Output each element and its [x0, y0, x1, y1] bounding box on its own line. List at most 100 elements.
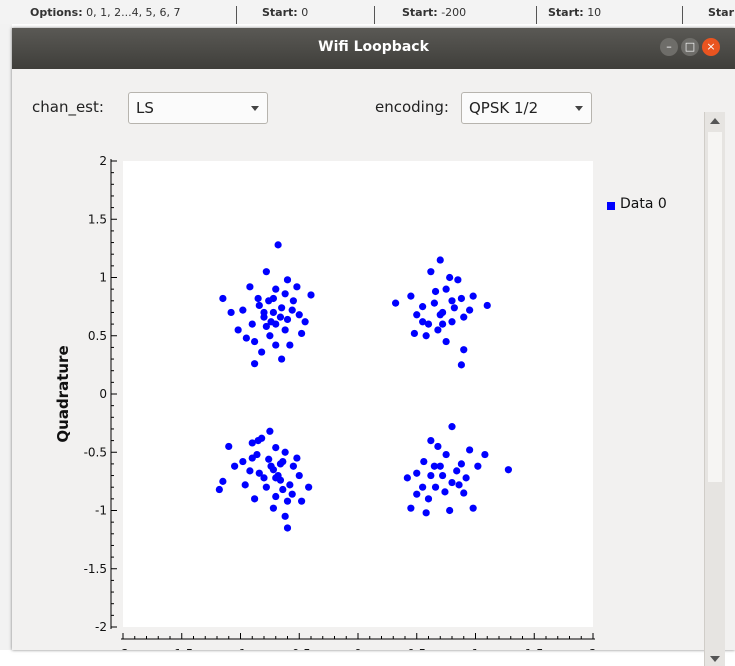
data-point	[272, 474, 280, 482]
encoding-value: QPSK 1/2	[469, 99, 539, 117]
data-point	[281, 448, 289, 456]
background-start-cell: Start: 0	[262, 6, 309, 19]
scroll-up-icon[interactable]	[710, 118, 720, 124]
data-point	[448, 423, 456, 431]
background-sidebar	[0, 24, 12, 650]
data-point	[266, 332, 274, 340]
x-tick-label: 2	[589, 647, 597, 650]
data-point	[420, 457, 428, 466]
scrollbar-trough[interactable]	[708, 132, 722, 482]
data-point	[448, 478, 456, 487]
data-point	[269, 294, 277, 303]
data-point	[504, 466, 512, 474]
data-point	[283, 497, 292, 505]
data-point	[253, 450, 261, 459]
data-point	[254, 294, 262, 303]
data-point	[258, 434, 266, 442]
data-point	[293, 454, 301, 462]
background-separator	[374, 6, 375, 24]
x-tick-label: 0	[354, 647, 362, 650]
data-point	[466, 306, 474, 314]
data-point	[272, 492, 280, 501]
y-tick-label: 1	[99, 271, 107, 285]
data-point	[242, 334, 250, 342]
data-point	[234, 326, 242, 334]
data-point	[442, 285, 450, 293]
encoding-dropdown[interactable]: QPSK 1/2	[461, 92, 592, 124]
data-point	[403, 474, 411, 482]
vertical-scrollbar[interactable]	[704, 112, 725, 666]
data-point	[272, 443, 280, 452]
y-tick-label: 2	[99, 154, 107, 168]
data-point	[283, 524, 292, 532]
data-point	[424, 495, 433, 503]
data-point	[448, 318, 456, 326]
data-point	[255, 469, 263, 477]
data-point	[260, 474, 268, 482]
data-point	[281, 290, 289, 298]
data-point	[436, 462, 444, 470]
data-point	[251, 360, 259, 368]
data-point	[307, 291, 315, 299]
chan-est-label: chan_est:	[32, 98, 104, 116]
data-point	[454, 276, 462, 284]
data-point	[441, 488, 449, 496]
data-point	[246, 467, 254, 475]
chan-est-dropdown[interactable]: LS	[128, 92, 268, 124]
background-separator	[236, 6, 237, 24]
data-point	[457, 294, 465, 303]
window-content: chan_est: LS encoding: QPSK 1/2 Data 0 2…	[12, 69, 735, 666]
data-point	[266, 427, 274, 435]
data-point	[298, 497, 306, 505]
data-point	[225, 442, 233, 451]
data-point	[298, 329, 306, 338]
maximize-button[interactable]: □	[681, 38, 699, 56]
data-point	[448, 297, 456, 305]
encoding-label: encoding:	[375, 98, 449, 116]
data-point	[305, 483, 313, 491]
data-point	[455, 481, 463, 489]
data-point	[483, 301, 491, 310]
data-point	[450, 304, 458, 312]
data-point	[427, 268, 435, 276]
background-start-cell: Start: -200	[402, 6, 467, 19]
x-tick-label: 1	[472, 647, 480, 650]
data-point	[460, 313, 468, 321]
data-point	[392, 299, 400, 307]
data-point	[410, 329, 418, 338]
data-point	[215, 485, 223, 494]
window-titlebar[interactable]: Wifi Loopback – □ ×	[12, 28, 735, 69]
data-point	[460, 346, 468, 354]
data-point	[457, 361, 465, 369]
data-point	[289, 462, 297, 470]
y-tick-label: -2	[95, 620, 107, 634]
chevron-down-icon	[251, 106, 259, 111]
data-point	[267, 462, 275, 470]
data-point	[469, 504, 477, 512]
data-point	[434, 326, 442, 334]
data-point	[278, 304, 286, 312]
background-options-cell: Options: 0, 1, 2...4, 5, 6, 7	[30, 6, 181, 19]
scroll-down-icon[interactable]	[710, 656, 720, 662]
data-point	[436, 256, 444, 264]
data-point	[430, 299, 438, 307]
data-point	[272, 341, 280, 349]
data-point	[474, 462, 482, 470]
data-point	[279, 457, 287, 466]
legend-swatch	[607, 202, 615, 210]
data-point	[442, 337, 450, 346]
data-point	[286, 341, 294, 349]
data-point	[288, 490, 296, 498]
data-point	[231, 462, 239, 470]
background-start-cell: Star	[708, 6, 735, 19]
data-point	[462, 474, 470, 482]
data-point	[419, 318, 427, 326]
background-separator	[536, 6, 537, 24]
minimize-button[interactable]: –	[660, 38, 678, 56]
y-axis-label: Quadrature	[54, 345, 72, 442]
close-button[interactable]: ×	[702, 38, 720, 56]
data-point	[251, 495, 259, 503]
data-point	[446, 273, 454, 282]
data-point	[422, 509, 430, 517]
data-point	[442, 450, 450, 459]
